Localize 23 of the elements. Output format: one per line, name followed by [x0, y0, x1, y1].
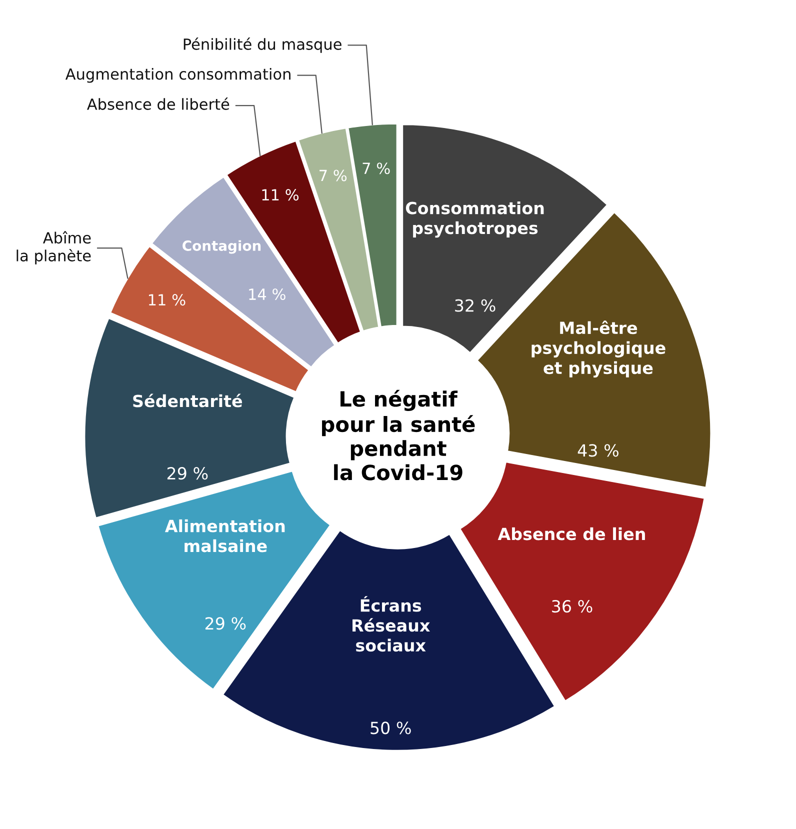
slice-label: Mal-être psychologique et physique [532, 320, 666, 378]
data-label: 7 % [320, 170, 347, 182]
slice-label: Alimentation malsaine [164, 519, 285, 552]
data-label: 29 % [205, 617, 246, 630]
data-label: 50 % [370, 722, 411, 734]
slice-label: Sédentarité [133, 394, 242, 408]
slice-label: Abîme la planète [16, 231, 91, 264]
slice-label: Contagion [182, 240, 261, 254]
data-label: 11 % [262, 189, 299, 201]
data-label: 29 % [167, 467, 208, 480]
data-label: 14 % [249, 288, 286, 300]
slice-label: Pénibilité du masque [184, 38, 342, 53]
data-label: 43 % [578, 444, 618, 457]
slice-label: Absence de lien [498, 527, 645, 540]
text: Le négatif pour la santé pendant la Covid-19 [322, 390, 475, 480]
slice-label: Écrans Réseaux sociaux [352, 596, 430, 652]
data-label: 36 % [552, 600, 592, 613]
data-label: 7 % [362, 162, 390, 174]
slice-label: Augmentation consommation [65, 68, 290, 83]
data-label: 32 % [455, 299, 496, 312]
slice-label: Consommation psychotropes [406, 201, 544, 238]
data-label: 11 % [148, 294, 186, 306]
slice-label: Absence de liberté [87, 98, 230, 110]
